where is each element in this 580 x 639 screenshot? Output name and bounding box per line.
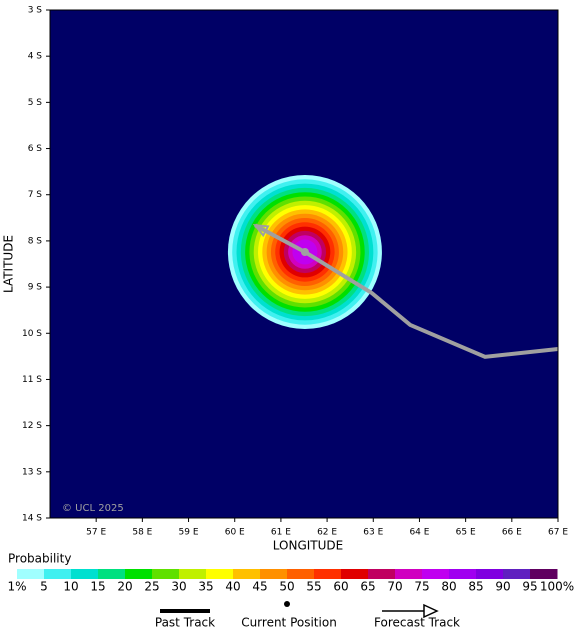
colorbar-segment — [179, 569, 207, 579]
y-axis-label: LATITUDE — [2, 235, 16, 293]
colorbar-label: 65 — [360, 580, 375, 594]
x-tick-label: 64 E — [409, 528, 429, 538]
past-track-label: Past Track — [155, 616, 215, 630]
current-position — [300, 247, 309, 256]
colorbar-label: 75 — [414, 580, 429, 594]
colorbar-label: 25 — [144, 580, 159, 594]
map-frame — [49, 9, 559, 519]
colorbar-segment — [449, 569, 477, 579]
x-tick-label: 63 E — [363, 528, 383, 538]
colorbar-label: 35 — [198, 580, 213, 594]
colorbar-segment — [287, 569, 315, 579]
x-tick-label: 62 E — [317, 528, 337, 538]
y-tick-label: 11 S — [22, 375, 42, 385]
colorbar-segment — [314, 569, 342, 579]
colorbar-segment — [260, 569, 288, 579]
colorbar-label: 30 — [171, 580, 186, 594]
colorbar-segment — [530, 569, 558, 579]
colorbar-label: 1% — [7, 580, 26, 594]
x-axis-label: LONGITUDE — [273, 539, 343, 553]
x-tick-label: 57 E — [86, 528, 106, 538]
current-position-key — [284, 601, 290, 607]
forecast-arrow-key — [423, 603, 439, 619]
y-tick-label: 8 S — [28, 236, 43, 246]
y-tick-label: 7 S — [28, 190, 43, 200]
colorbar-segment — [206, 569, 234, 579]
y-tick-label: 9 S — [28, 283, 43, 293]
y-tick-label: 6 S — [28, 144, 43, 154]
colorbar-segment — [125, 569, 153, 579]
forecast-track — [254, 223, 559, 359]
x-tick-label: 67 E — [548, 528, 568, 538]
y-tick-label: 10 S — [22, 329, 42, 339]
y-tick-label: 3 S — [28, 6, 43, 16]
colorbar-label: 5 — [40, 580, 48, 594]
colorbar-segment — [395, 569, 423, 579]
colorbar-segment — [503, 569, 531, 579]
x-tick-label: 58 E — [132, 528, 152, 538]
x-tick-label: 59 E — [179, 528, 199, 538]
y-tick-label: 5 S — [28, 98, 43, 108]
colorbar-segment — [98, 569, 126, 579]
colorbar-label: 90 — [495, 580, 510, 594]
legend-title: Probability — [8, 552, 71, 566]
x-tick-label: 66 E — [502, 528, 522, 538]
colorbar-label: 95 — [522, 580, 537, 594]
y-tick-label: 12 S — [22, 421, 42, 431]
colorbar-label: 45 — [252, 580, 267, 594]
colorbar-segment — [422, 569, 450, 579]
colorbar-label: 70 — [387, 580, 402, 594]
forecast-track-label: Forecast Track — [374, 616, 460, 630]
colorbar-segment — [233, 569, 261, 579]
colorbar-label: 100% — [540, 580, 574, 594]
colorbar-label: 40 — [225, 580, 240, 594]
colorbar-label: 80 — [441, 580, 456, 594]
colorbar-label: 60 — [333, 580, 348, 594]
colorbar-segment — [476, 569, 504, 579]
colorbar-label: 10 — [63, 580, 78, 594]
colorbar-segment — [341, 569, 369, 579]
colorbar-segment — [44, 569, 72, 579]
colorbar-segment — [17, 569, 45, 579]
y-tick-label: 4 S — [28, 52, 43, 62]
x-tick-label: 61 E — [271, 528, 291, 538]
colorbar-label: 55 — [306, 580, 321, 594]
colorbar-label: 15 — [90, 580, 105, 594]
colorbar-label: 20 — [117, 580, 132, 594]
current-position-label: Current Position — [241, 616, 337, 630]
colorbar-label: 50 — [279, 580, 294, 594]
y-tick-label: 13 S — [22, 467, 42, 477]
forecast-arrowhead — [252, 223, 270, 238]
x-tick-label: 65 E — [456, 528, 476, 538]
colorbar-segment — [71, 569, 99, 579]
copyright: © UCL 2025 — [62, 503, 124, 514]
x-tick-label: 60 E — [225, 528, 245, 538]
colorbar-segment — [368, 569, 396, 579]
colorbar-label: 85 — [468, 580, 483, 594]
colorbar-segment — [152, 569, 180, 579]
y-tick-label: 14 S — [22, 514, 42, 524]
